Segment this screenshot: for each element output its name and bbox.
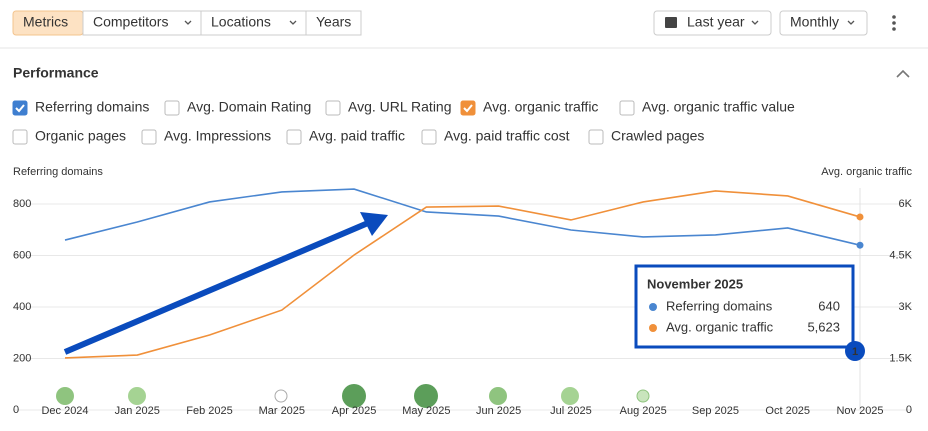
checkbox[interactable] bbox=[141, 129, 157, 145]
tooltip-swatch bbox=[649, 303, 657, 311]
checkbox[interactable] bbox=[421, 129, 437, 145]
annotation-badge bbox=[845, 341, 865, 361]
section-title: Performance bbox=[13, 65, 99, 81]
dropdown-chevron bbox=[751, 20, 759, 25]
y2-tick-label: 1.5K bbox=[889, 352, 912, 364]
annotation-arrow bbox=[63, 220, 370, 355]
checkbox-label[interactable]: Avg. organic traffic value bbox=[642, 99, 795, 115]
tab-label: Competitors bbox=[93, 14, 168, 30]
y2-tick-label: 0 bbox=[906, 404, 912, 416]
y2-tick-label: 4.5K bbox=[889, 249, 912, 261]
event-marker[interactable] bbox=[636, 389, 650, 403]
y-tick-label: 400 bbox=[13, 301, 31, 313]
checkbox-label[interactable]: Referring domains bbox=[35, 99, 149, 115]
event-marker[interactable] bbox=[489, 387, 507, 405]
event-marker[interactable] bbox=[342, 384, 366, 408]
period-button[interactable] bbox=[653, 10, 772, 36]
menu-dot[interactable] bbox=[892, 21, 896, 25]
period-label: Last year bbox=[687, 14, 745, 30]
tab-label: Years bbox=[316, 14, 351, 30]
x-tick-label: Nov 2025 bbox=[836, 405, 883, 417]
tab-button[interactable] bbox=[305, 10, 362, 36]
event-marker[interactable] bbox=[274, 389, 288, 403]
series-line bbox=[64, 190, 861, 359]
x-tick-label: Feb 2025 bbox=[186, 405, 232, 417]
x-tick-label: Aug 2025 bbox=[620, 405, 667, 417]
checkbox-label[interactable]: Avg. paid traffic bbox=[309, 128, 405, 144]
checkbox-label[interactable]: Avg. Impressions bbox=[164, 128, 271, 144]
y2-axis-title: Avg. organic traffic bbox=[821, 166, 912, 178]
dropdown-chevron bbox=[847, 20, 855, 25]
checkbox-label[interactable]: Avg. organic traffic bbox=[483, 99, 598, 115]
checkbox[interactable] bbox=[325, 100, 341, 116]
y2-tick-label: 3K bbox=[899, 301, 913, 313]
checkbox[interactable] bbox=[588, 129, 604, 145]
y-tick-label: 600 bbox=[13, 249, 31, 261]
event-marker[interactable] bbox=[56, 387, 74, 405]
checkbox-label[interactable]: Organic pages bbox=[35, 128, 126, 144]
tooltip-series-name: Referring domains bbox=[666, 298, 773, 313]
tab-label: Locations bbox=[211, 14, 271, 30]
checkbox[interactable] bbox=[12, 100, 28, 116]
x-tick-label: Jan 2025 bbox=[115, 405, 160, 417]
tooltip-value: 5,623 bbox=[807, 319, 840, 334]
menu-dot[interactable] bbox=[892, 15, 896, 19]
checkbox-label[interactable]: Crawled pages bbox=[611, 128, 704, 144]
y-tick-label: 800 bbox=[13, 198, 31, 210]
checkbox[interactable] bbox=[164, 100, 180, 116]
interval-label: Monthly bbox=[790, 14, 839, 30]
checkmark bbox=[463, 104, 473, 113]
tooltip-swatch bbox=[649, 324, 657, 332]
tooltip-value: 640 bbox=[818, 298, 840, 313]
calendar-icon bbox=[665, 17, 677, 28]
hover-point bbox=[856, 213, 864, 221]
x-tick-label: Mar 2025 bbox=[259, 405, 305, 417]
annotation-badge-label: 1 bbox=[852, 346, 858, 358]
event-markers bbox=[56, 384, 650, 408]
series-line bbox=[64, 188, 861, 246]
checkbox[interactable] bbox=[286, 129, 302, 145]
tooltip-title: November 2025 bbox=[647, 276, 743, 291]
tab-label: Metrics bbox=[23, 14, 68, 30]
menu-dot[interactable] bbox=[892, 27, 896, 31]
checkbox[interactable] bbox=[12, 129, 28, 145]
checkbox-label[interactable]: Avg. URL Rating bbox=[348, 99, 452, 115]
x-tick-label: May 2025 bbox=[402, 405, 450, 417]
dropdown-chevron bbox=[184, 20, 192, 25]
checkmark bbox=[15, 104, 25, 113]
annotation-arrowhead bbox=[360, 212, 388, 236]
x-tick-label: Jun 2025 bbox=[476, 405, 521, 417]
y2-tick-label: 6K bbox=[899, 198, 913, 210]
dropdown-chevron bbox=[289, 20, 297, 25]
checkbox[interactable] bbox=[619, 100, 635, 116]
y-tick-label: 0 bbox=[13, 404, 19, 416]
checkbox-label[interactable]: Avg. paid traffic cost bbox=[444, 128, 570, 144]
x-tick-label: Jul 2025 bbox=[550, 405, 592, 417]
event-marker[interactable] bbox=[561, 387, 579, 405]
x-tick-label: Apr 2025 bbox=[332, 405, 377, 417]
y-tick-label: 200 bbox=[13, 352, 31, 364]
x-tick-label: Sep 2025 bbox=[692, 405, 739, 417]
interval-button[interactable] bbox=[779, 10, 868, 36]
y-axis-title: Referring domains bbox=[13, 166, 103, 178]
x-tick-label: Dec 2024 bbox=[41, 405, 88, 417]
event-marker[interactable] bbox=[414, 384, 438, 408]
tab-button[interactable] bbox=[200, 10, 307, 36]
hover-point bbox=[856, 241, 864, 249]
checkbox[interactable] bbox=[460, 100, 476, 116]
event-marker[interactable] bbox=[128, 387, 146, 405]
collapse-chevron[interactable] bbox=[896, 69, 910, 78]
x-tick-label: Oct 2025 bbox=[765, 405, 810, 417]
tooltip-series-name: Avg. organic traffic bbox=[666, 319, 774, 334]
checkbox-label[interactable]: Avg. Domain Rating bbox=[187, 99, 311, 115]
tooltip bbox=[634, 264, 855, 349]
